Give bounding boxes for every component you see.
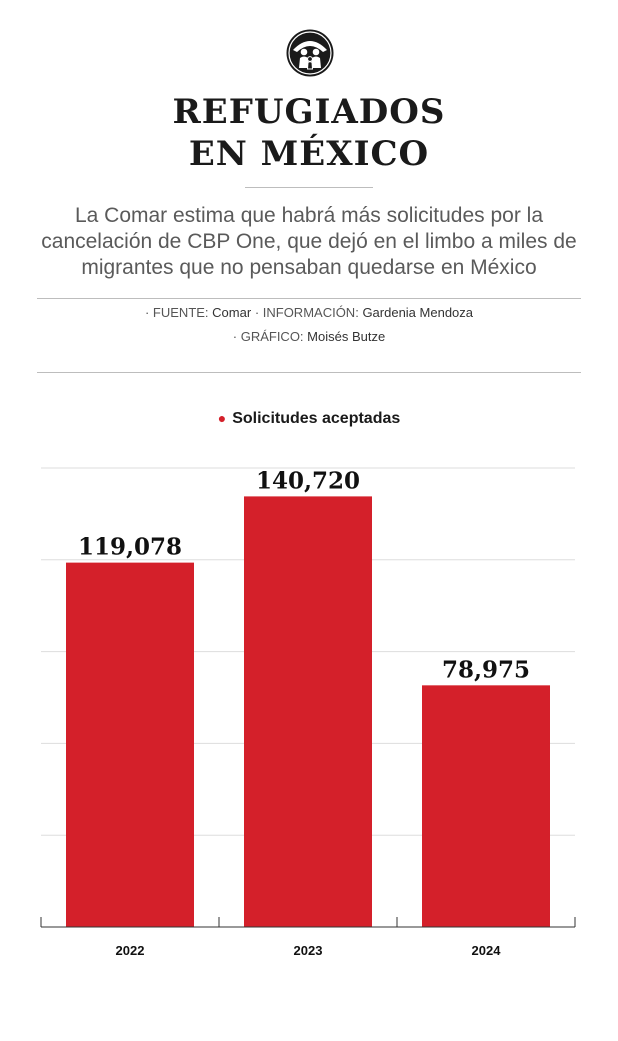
- category-label-2022: 2022: [116, 943, 145, 958]
- grafico-value: Moisés Butze: [307, 329, 386, 344]
- subtitle: La Comar estima que habrá más solicitude…: [41, 204, 577, 279]
- title-divider: [245, 187, 373, 188]
- title-line-2: EN MÉXICO: [188, 134, 430, 174]
- chart-legend: ● Solicitudes aceptadas: [0, 410, 618, 428]
- value-label-2024: 78,975: [442, 656, 530, 683]
- bar-2022: [66, 562, 194, 927]
- credits-line-2: · GRÁFICO: Moisés Butze: [0, 329, 618, 344]
- refugee-family-icon: [286, 29, 334, 77]
- credits-bottom-divider: [37, 372, 581, 373]
- category-label-2024: 2024: [472, 943, 502, 958]
- fuente-label: · FUENTE:: [144, 305, 209, 320]
- credits-line-1: · FUENTE: Comar · INFORMACIÓN: Gardenia …: [0, 305, 618, 320]
- bar-2023: [244, 496, 372, 927]
- credits-top-divider: [37, 298, 581, 299]
- title-line-1: REFUGIADOS: [172, 92, 446, 132]
- value-label-2023: 140,720: [256, 467, 360, 494]
- info-label: · INFORMACIÓN:: [254, 305, 359, 320]
- value-label-2022: 119,078: [78, 534, 182, 561]
- category-label-2023: 2023: [294, 943, 323, 958]
- bar-2024: [422, 685, 550, 927]
- legend-dot-icon: ●: [217, 410, 227, 426]
- bar-chart: 119,078 2022 140,720 2023 78,975 2024: [40, 467, 576, 958]
- grafico-label: · GRÁFICO:: [232, 329, 304, 344]
- fuente-value: Comar: [212, 305, 252, 320]
- legend-label: Solicitudes aceptadas: [232, 410, 401, 427]
- info-value: Gardenia Mendoza: [362, 305, 474, 320]
